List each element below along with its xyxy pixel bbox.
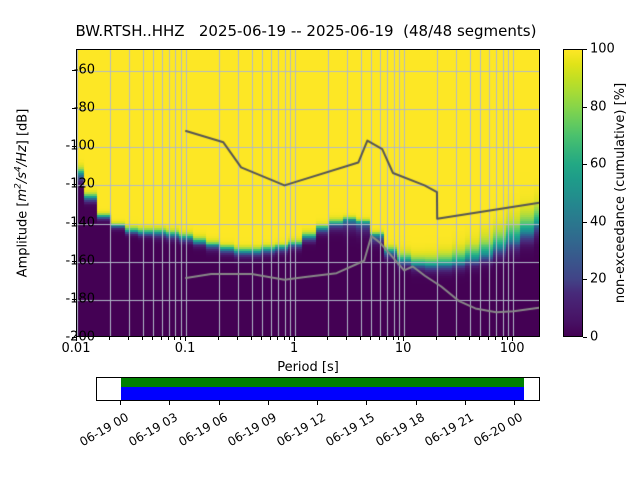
timeline-tick-mark bbox=[317, 401, 318, 405]
x-axis-tick-mark bbox=[76, 337, 77, 341]
y-axis-tick-label: -200 bbox=[65, 329, 95, 345]
x-axis-minor-tick bbox=[284, 337, 285, 340]
x-axis-minor-tick bbox=[261, 337, 262, 340]
colorbar-tick-mark bbox=[583, 49, 587, 50]
timeline-tick-mark bbox=[416, 401, 417, 405]
y-axis-tick-mark bbox=[72, 70, 76, 71]
x-axis-tick-label: 0.01 bbox=[61, 341, 91, 356]
y-axis-tick-label: -160 bbox=[65, 253, 95, 269]
timeline-tick-mark bbox=[219, 401, 220, 405]
colorbar-tick-mark bbox=[583, 279, 587, 280]
y-axis-tick-mark bbox=[72, 223, 76, 224]
x-axis-minor-tick bbox=[488, 337, 489, 340]
colorbar bbox=[563, 49, 583, 337]
x-axis-tick-label: 1 bbox=[289, 341, 299, 356]
x-axis-minor-tick bbox=[128, 337, 129, 340]
y-axis-tick-label: -140 bbox=[65, 215, 95, 231]
y-axis-tick-label: -60 bbox=[73, 62, 95, 78]
x-axis-label: Period [s] bbox=[277, 360, 339, 375]
x-axis-minor-tick bbox=[161, 337, 162, 340]
x-axis-minor-tick bbox=[152, 337, 153, 340]
x-axis-tick-mark bbox=[294, 337, 295, 341]
timeline-coverage-bar bbox=[96, 377, 540, 401]
timeline-band-bottom bbox=[121, 387, 524, 400]
colorbar-tick-mark bbox=[583, 107, 587, 108]
timeline-tick-mark bbox=[169, 401, 170, 405]
timeline-tick-mark bbox=[268, 401, 269, 405]
y-axis-label-text: Amplitude [m2/s4/Hz] [dB] bbox=[14, 108, 31, 278]
timeline-tick-label: 06-19 06 bbox=[175, 410, 230, 450]
colorbar-tick-mark bbox=[583, 164, 587, 165]
colorbar-tick-label: 100 bbox=[590, 41, 615, 57]
x-axis-minor-tick bbox=[370, 337, 371, 340]
x-axis-minor-tick bbox=[289, 337, 290, 340]
timeline-tick-mark bbox=[120, 401, 121, 405]
noise-model-lines bbox=[77, 50, 539, 336]
y-axis-tick-mark bbox=[72, 108, 76, 109]
x-axis-tick-mark bbox=[512, 337, 513, 341]
x-axis-minor-tick bbox=[507, 337, 508, 340]
y-axis-tick-mark bbox=[72, 337, 76, 338]
x-axis-minor-tick bbox=[398, 337, 399, 340]
y-axis-tick-label: -180 bbox=[65, 291, 95, 307]
y-axis-tick-label: -120 bbox=[65, 176, 95, 192]
colorbar-tick-mark bbox=[583, 337, 587, 338]
x-axis-tick-label: 10 bbox=[394, 341, 412, 356]
y-axis-tick-mark bbox=[72, 261, 76, 262]
x-axis-minor-tick bbox=[168, 337, 169, 340]
x-axis-minor-tick bbox=[327, 337, 328, 340]
y-axis-label: Amplitude [m2/s4/Hz] [dB] bbox=[14, 49, 30, 337]
y-axis-tick-mark bbox=[72, 299, 76, 300]
x-axis-minor-tick bbox=[495, 337, 496, 340]
colorbar-tick-mark bbox=[583, 222, 587, 223]
page-title: BW.RTSH..HHZ 2025-06-19 -- 2025-06-19 (4… bbox=[75, 22, 537, 40]
x-axis-minor-tick bbox=[379, 337, 380, 340]
x-axis-minor-tick bbox=[469, 337, 470, 340]
x-axis-minor-tick bbox=[436, 337, 437, 340]
colorbar-tick-label: 40 bbox=[590, 214, 607, 230]
x-axis-minor-tick bbox=[237, 337, 238, 340]
y-axis-tick-label: -100 bbox=[65, 138, 95, 154]
x-axis-minor-tick bbox=[109, 337, 110, 340]
x-axis-minor-tick bbox=[479, 337, 480, 340]
x-axis-minor-tick bbox=[386, 337, 387, 340]
x-axis-minor-tick bbox=[502, 337, 503, 340]
x-axis-minor-tick bbox=[346, 337, 347, 340]
x-axis-minor-tick bbox=[142, 337, 143, 340]
colorbar-label: non-exceedance (cumulative) [%] bbox=[613, 82, 628, 304]
x-axis-tick-mark bbox=[403, 337, 404, 341]
y-axis-tick-label: -80 bbox=[73, 100, 95, 116]
ppsd-plot-area bbox=[76, 49, 540, 337]
x-axis-minor-tick bbox=[455, 337, 456, 340]
x-axis-minor-tick bbox=[218, 337, 219, 340]
timeline-tick-mark bbox=[514, 401, 515, 405]
y-axis-tick-mark bbox=[72, 184, 76, 185]
timeline-band-top bbox=[121, 378, 524, 387]
timeline-tick-label: 06-19 03 bbox=[126, 410, 181, 450]
x-axis-minor-tick bbox=[270, 337, 271, 340]
x-axis-minor-tick bbox=[360, 337, 361, 340]
timeline-tick-label: 06-19 15 bbox=[323, 410, 378, 450]
x-axis-tick-label: 100 bbox=[499, 341, 525, 356]
x-axis-minor-tick bbox=[180, 337, 181, 340]
timeline-tick-label: 06-20 00 bbox=[471, 410, 525, 450]
x-axis-tick-mark bbox=[185, 337, 186, 341]
timeline-tick-label: 06-19 18 bbox=[372, 410, 427, 450]
x-axis-tick-label: 0.1 bbox=[174, 341, 196, 356]
y-axis-tick-mark bbox=[72, 146, 76, 147]
x-axis-minor-tick bbox=[174, 337, 175, 340]
timeline-tick-mark bbox=[465, 401, 466, 405]
x-axis-minor-tick bbox=[251, 337, 252, 340]
timeline-tick-mark bbox=[366, 401, 367, 405]
colorbar-tick-label: 60 bbox=[590, 156, 607, 172]
x-axis-minor-tick bbox=[393, 337, 394, 340]
x-axis-minor-tick bbox=[277, 337, 278, 340]
colorbar-tick-label: 0 bbox=[590, 329, 599, 345]
colorbar-tick-label: 20 bbox=[590, 271, 607, 287]
colorbar-tick-label: 80 bbox=[590, 99, 607, 115]
